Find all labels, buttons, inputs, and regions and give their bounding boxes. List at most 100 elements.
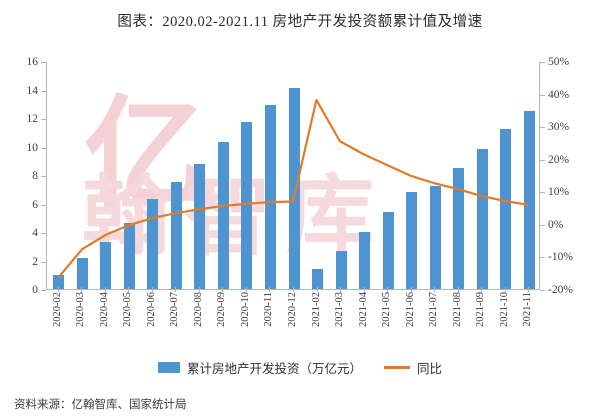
x-axis-tick-mark bbox=[81, 287, 83, 292]
x-axis-label-2021-08: 2021-08 bbox=[451, 292, 463, 327]
y-axis-right-tick-mark bbox=[540, 127, 545, 129]
bar-2020-11 bbox=[264, 105, 276, 289]
x-axis-tick-mark bbox=[457, 287, 459, 292]
y-axis-right-tick-mark bbox=[540, 290, 545, 291]
bar-2020-06 bbox=[147, 199, 159, 289]
x-axis-labels: 2020-02 2020-03 2020-04 2020-05 2020-06 2020-… bbox=[46, 287, 540, 356]
y-axis-right-tick-label: 30% bbox=[548, 121, 570, 134]
chart-legend: 累计房地产开发投资（万亿元） 同比 bbox=[0, 358, 600, 377]
bar-2020-09 bbox=[217, 142, 229, 289]
x-axis-tick-mark bbox=[363, 287, 365, 292]
x-axis-tick-mark bbox=[481, 287, 483, 292]
y-axis-left-tick-label: 14 bbox=[26, 84, 39, 97]
legend-item-line[interactable]: 同比 bbox=[384, 358, 442, 377]
y-axis-right-tick-mark bbox=[540, 159, 545, 161]
line-series-path bbox=[57, 98, 529, 279]
y-axis-right-tick-label: 0% bbox=[548, 218, 564, 231]
bar-2021-09 bbox=[476, 149, 488, 289]
x-axis-label-2020-05: 2020-05 bbox=[122, 292, 134, 327]
x-axis-label-2020-06: 2020-06 bbox=[145, 292, 157, 327]
y-axis-left-tick-mark bbox=[41, 290, 46, 291]
y-axis-left-tick-label: 2 bbox=[32, 255, 38, 268]
x-axis-tick-mark bbox=[340, 287, 342, 292]
bar-2020-08 bbox=[194, 163, 206, 289]
bar-2021-02 bbox=[312, 269, 324, 289]
y-axis-left-tick-mark bbox=[41, 233, 46, 234]
x-axis-label-2020-09: 2020-09 bbox=[216, 292, 228, 327]
bar-2021-06 bbox=[406, 192, 418, 289]
y-axis-right-tick-label: -20% bbox=[548, 284, 573, 296]
x-axis-tick-mark bbox=[57, 287, 59, 292]
y-axis-left-tick-label: 16 bbox=[26, 56, 39, 68]
x-axis-tick-mark bbox=[434, 287, 436, 292]
bar-2021-07 bbox=[429, 186, 441, 289]
bar-2021-10 bbox=[500, 129, 512, 289]
x-axis-label-2021-07: 2021-07 bbox=[428, 292, 440, 327]
y-axis-left-tick-mark bbox=[41, 119, 46, 120]
bar-2020-12 bbox=[288, 88, 300, 289]
bar-2020-10 bbox=[241, 122, 253, 289]
legend-item-bar[interactable]: 累计房地产开发投资（万亿元） bbox=[157, 358, 362, 377]
y-axis-left-tick-mark bbox=[41, 204, 46, 206]
x-axis-label-2020-04: 2020-04 bbox=[98, 292, 110, 327]
y-axis-right-tick-label: 50% bbox=[548, 56, 570, 68]
x-axis-tick-mark bbox=[410, 287, 412, 292]
y-axis-left-tick-mark bbox=[41, 261, 46, 263]
y-axis-right-tick-mark bbox=[540, 192, 545, 194]
bar-2021-11 bbox=[523, 110, 535, 289]
x-axis-tick-mark bbox=[104, 287, 106, 292]
legend-item-line-label: 同比 bbox=[417, 362, 443, 376]
chart-title: 图表：2020.02-2021.11 房地产开发投资额累计值及增速 bbox=[117, 14, 483, 30]
x-axis-label-2020-07: 2020-07 bbox=[169, 292, 181, 327]
x-axis-tick-mark bbox=[387, 287, 389, 292]
bar-2020-02 bbox=[53, 274, 65, 289]
x-axis-tick-mark bbox=[245, 287, 247, 292]
x-axis-label-2020-10: 2020-10 bbox=[239, 292, 251, 327]
y-axis-left-tick-label: 4 bbox=[32, 227, 38, 239]
y-axis-left-tick-label: 6 bbox=[32, 198, 38, 211]
x-axis-label-2021-09: 2021-09 bbox=[475, 292, 487, 327]
y-axis-left-tick-label: 10 bbox=[26, 141, 39, 154]
y-axis-left-tick-label: 0 bbox=[32, 284, 38, 296]
bar-2020-05 bbox=[123, 223, 135, 289]
x-axis-tick-mark bbox=[504, 287, 506, 292]
y-axis-left-tick-label: 8 bbox=[32, 170, 38, 182]
x-axis-tick-mark bbox=[316, 287, 318, 292]
y-axis-left-tick-mark bbox=[41, 90, 46, 92]
y-axis-right-tick-label: 20% bbox=[548, 153, 570, 166]
x-axis-label-2021-11: 2021-11 bbox=[522, 292, 534, 327]
y-axis-left-tick-mark bbox=[41, 176, 46, 177]
bar-2020-04 bbox=[100, 241, 112, 289]
x-axis-label-2020-12: 2020-12 bbox=[287, 292, 298, 327]
bar-2020-03 bbox=[76, 257, 88, 289]
plot-area bbox=[46, 62, 540, 290]
legend-item-bar-label: 累计房地产开发投资（万亿元） bbox=[186, 362, 362, 376]
bar-series-layer bbox=[47, 62, 539, 289]
x-axis-tick-mark bbox=[269, 287, 271, 292]
bar-2021-04 bbox=[359, 232, 371, 289]
x-axis-label-2021-02: 2021-02 bbox=[310, 292, 322, 327]
x-axis-label-2020-08: 2020-08 bbox=[192, 292, 204, 327]
y-axis-left: 0 2 4 6 8 10 12 14 16 bbox=[6, 56, 46, 296]
source-note: 资料来源：亿翰智库、国家统计局 bbox=[14, 399, 187, 411]
bar-2021-05 bbox=[382, 212, 394, 289]
line-series-layer bbox=[57, 98, 529, 279]
bar-2020-07 bbox=[170, 182, 182, 289]
x-axis-label-2021-03: 2021-03 bbox=[334, 292, 346, 327]
x-axis-label-2021-06: 2021-06 bbox=[404, 292, 416, 327]
y-axis-left-tick-mark bbox=[41, 147, 46, 149]
x-axis-tick-mark bbox=[151, 287, 153, 292]
bar-2021-08 bbox=[453, 167, 465, 289]
x-axis-label-2021-04: 2021-04 bbox=[357, 292, 369, 327]
x-axis-tick-mark bbox=[128, 287, 130, 292]
y-axis-right-tick-label: 40% bbox=[548, 88, 570, 101]
legend-bar-swatch-icon bbox=[157, 362, 180, 373]
y-axis-right-tick-mark bbox=[540, 257, 545, 259]
y-axis-right: -20% -10% 0% 10% 20% 30% 40% 50% bbox=[540, 56, 580, 296]
y-axis-right-tick-label: 10% bbox=[548, 186, 570, 199]
bar-2021-03 bbox=[335, 250, 347, 289]
y-axis-right-tick-mark bbox=[540, 94, 545, 96]
y-axis-right-tick-label: -10% bbox=[548, 251, 573, 264]
y-axis-left-tick-mark bbox=[41, 62, 46, 63]
y-axis-right-tick-mark bbox=[540, 224, 545, 226]
